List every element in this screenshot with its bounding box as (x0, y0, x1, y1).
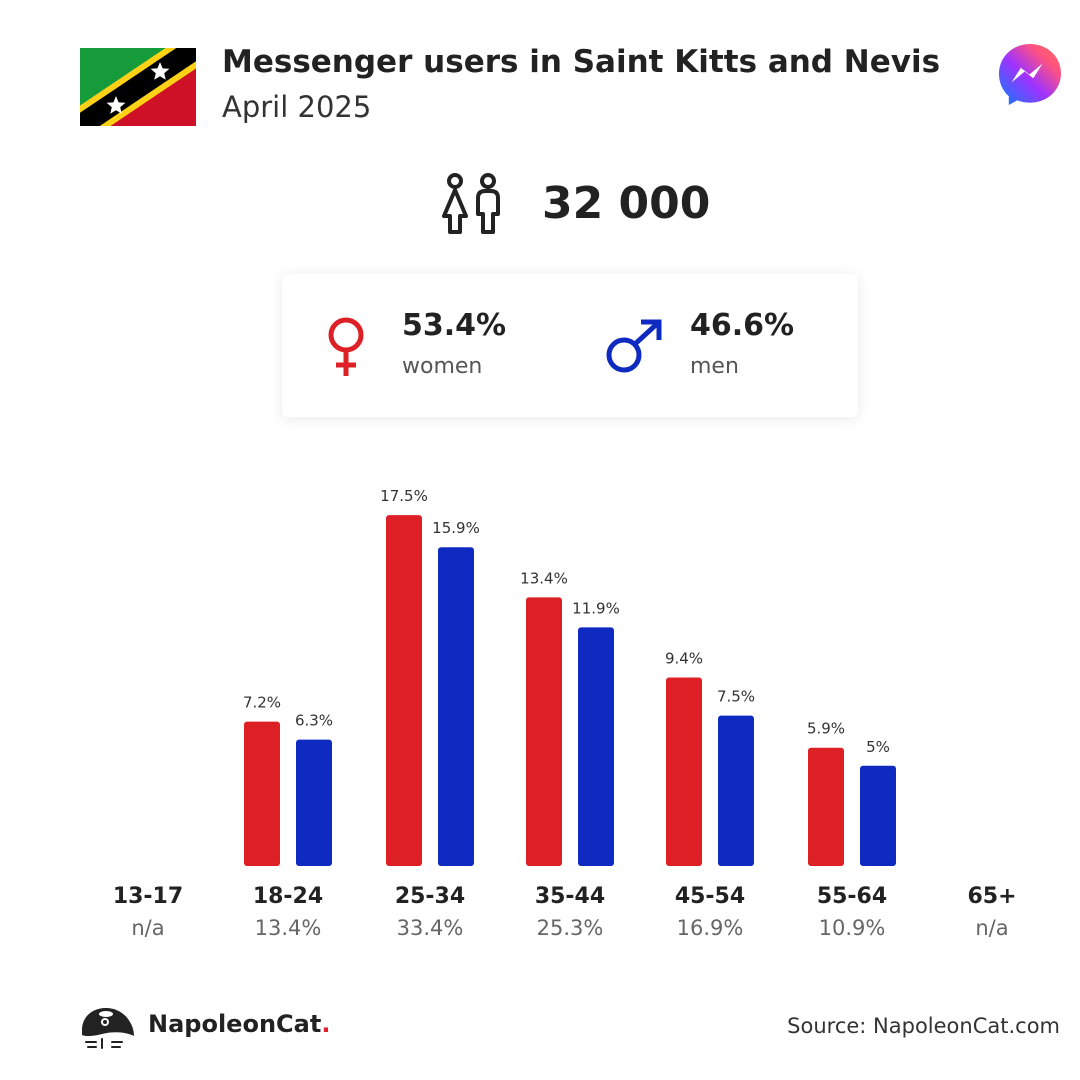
age-group-label: 45-54 (674, 884, 746, 909)
bar-men-35-44 (578, 627, 614, 866)
age-group-share: 13.4% (254, 916, 322, 940)
brand-name: NapoleonCat (148, 1010, 322, 1038)
age-group-share: 16.9% (676, 916, 744, 940)
data-label-men-25-34: 15.9% (432, 519, 480, 537)
age-group-label: 18-24 (252, 884, 324, 909)
bar-men-45-54 (718, 715, 754, 866)
bar-women-35-44 (526, 597, 562, 866)
page-title: Messenger users in Saint Kitts and Nevis (222, 44, 941, 80)
bar-women-25-34 (386, 515, 422, 866)
age-group-label: 25-34 (394, 884, 466, 909)
male-symbol-icon (606, 319, 662, 373)
bar-men-18-24 (296, 739, 332, 866)
total-users-value: 32 000 (542, 177, 711, 229)
brand-dot: . (321, 1010, 331, 1038)
bar-men-55-64 (860, 765, 896, 866)
age-group-share: n/a (131, 916, 165, 940)
saint-kitts-and-nevis-flag (80, 48, 196, 126)
age-group-share: 10.9% (818, 916, 886, 940)
gender-split-card: 53.4% women 46.6% men (282, 274, 858, 417)
data-label-men-45-54: 7.5% (717, 688, 755, 706)
age-group-label: 55-64 (816, 884, 888, 909)
age-group-share: n/a (975, 916, 1009, 940)
men-share: 46.6% (690, 308, 795, 343)
bar-women-55-64 (808, 747, 844, 866)
people-icon (442, 173, 500, 234)
data-label-women-25-34: 17.5% (380, 487, 428, 505)
total-users: 32 000 (438, 170, 710, 236)
bar-men-25-34 (438, 547, 474, 866)
data-label-men-35-44: 11.9% (572, 599, 620, 617)
female-symbol-icon (328, 317, 364, 376)
napoleoncat-brand: NapoleonCat. (148, 1010, 330, 1038)
data-label-women-45-54: 9.4% (665, 650, 703, 668)
data-label-men-55-64: 5% (866, 738, 890, 756)
source-credit: Source: NapoleonCat.com (787, 1014, 1060, 1038)
report-date: April 2025 (222, 90, 372, 124)
bar-chart-canvas: 7.2% 6.3% 17.5%15.9% 13.4%11.9% 9.4% 7.5% 5.9%… (243, 487, 896, 866)
men-label: men (690, 354, 739, 379)
bar-women-45-54 (666, 677, 702, 866)
women-share: 53.4% (402, 308, 507, 343)
data-label-women-35-44: 13.4% (520, 569, 568, 587)
age-group-share: 33.4% (396, 916, 464, 940)
women-label: women (402, 354, 483, 379)
napoleoncat-logo-icon (82, 1008, 134, 1049)
messenger-icon (999, 44, 1061, 105)
bar-women-18-24 (244, 721, 280, 866)
age-group-share: 25.3% (536, 916, 604, 940)
age-gender-bar-chart: 7.2% 6.3% 17.5% 15.9% 13.4% 11.9% 9.4% 7.5% 5.9%… (0, 440, 1080, 960)
data-label-women-55-64: 5.9% (807, 720, 845, 738)
age-group-label: 35-44 (534, 884, 606, 909)
age-group-label: 13-17 (112, 884, 184, 909)
data-label-men-18-24: 6.3% (295, 712, 333, 730)
data-label-women-18-24: 7.2% (243, 694, 281, 712)
age-group-label: 65+ (967, 884, 1017, 909)
